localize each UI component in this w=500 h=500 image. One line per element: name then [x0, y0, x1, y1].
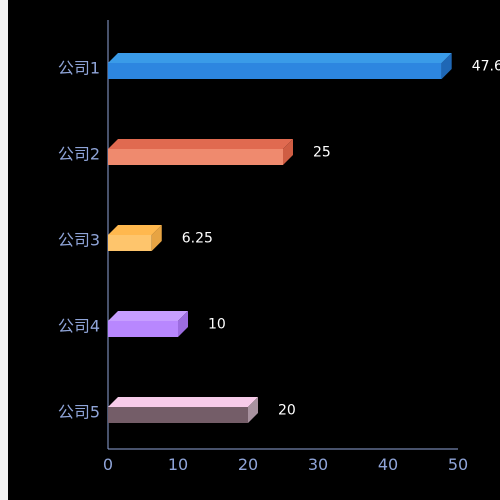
bar-side-face — [248, 397, 258, 423]
bar-front-face — [108, 63, 442, 79]
value-label: 20 — [278, 403, 296, 419]
x-tick-label: 30 — [308, 455, 328, 474]
bar-top-face — [108, 311, 188, 321]
value-label: 10 — [208, 317, 226, 333]
category-label: 公司3 — [58, 231, 100, 250]
bar-front-face — [108, 407, 248, 423]
bar-front-face — [108, 149, 283, 165]
bar-2 — [108, 139, 293, 165]
bar-3 — [108, 225, 162, 251]
value-label: 47.67 — [472, 59, 500, 75]
category-label: 公司5 — [58, 403, 100, 422]
bars-layer — [108, 53, 452, 423]
bar-5 — [108, 397, 258, 423]
axes-layer — [107, 20, 458, 450]
bar-side-face — [151, 225, 162, 251]
category-label: 公司4 — [58, 317, 100, 336]
value-label: 6.25 — [182, 231, 213, 247]
bar-top-face — [108, 397, 258, 407]
bar-front-face — [108, 235, 152, 251]
x-tick-label: 40 — [378, 455, 398, 474]
bar-1 — [108, 53, 452, 79]
x-tick-label: 20 — [238, 455, 258, 474]
category-label: 公司1 — [58, 59, 100, 78]
value-label: 25 — [313, 145, 331, 161]
x-tick-label: 10 — [168, 455, 188, 474]
bar-top-face — [108, 225, 162, 235]
category-label: 公司2 — [58, 145, 100, 164]
bar-top-face — [108, 139, 293, 149]
x-tick-label: 50 — [448, 455, 468, 474]
bar-top-face — [108, 53, 452, 63]
bar-front-face — [108, 321, 178, 337]
bar-side-face — [178, 311, 188, 337]
labels-layer: 0 10 20 30 40 50 公司1 47.67 公司2 25 公司3 6.25 公司4 10 公司5 2… — [58, 59, 500, 475]
bar-4 — [108, 311, 188, 337]
bar-side-face — [283, 139, 293, 165]
bar-side-face — [441, 53, 452, 79]
x-tick-label: 0 — [103, 455, 113, 474]
